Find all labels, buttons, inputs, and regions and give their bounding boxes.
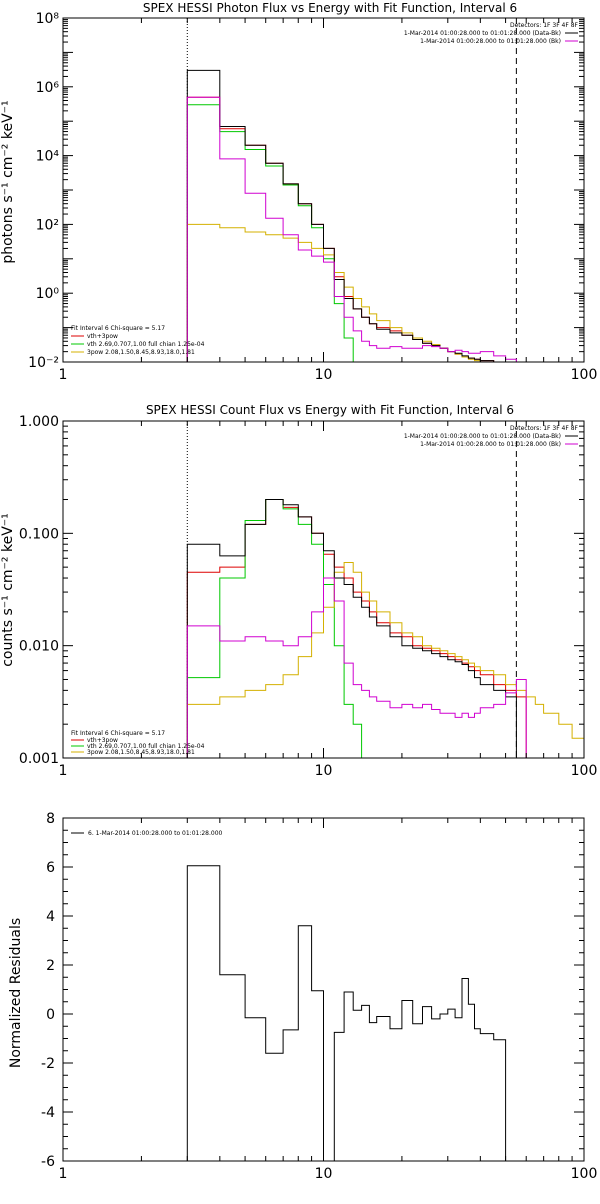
x-tick-label: 10 xyxy=(315,763,333,779)
y-tick-label: 0.001 xyxy=(19,751,59,767)
y-tick-label: 1.000 xyxy=(19,414,59,430)
panel1-legend-detectors: Detectors: 1F 3F 4F 8F xyxy=(510,22,579,29)
panel2-fit-vth: vth 2.69,0.707,1.00 full chian 1.25e-04 xyxy=(87,743,205,750)
y-tick-label: 10⁴ xyxy=(36,149,60,165)
panel2-fit-header: Fit Interval 6 Chi-square = 5.17 xyxy=(71,730,165,737)
y-tick-label: 0.010 xyxy=(19,639,59,655)
y-tick-label: 4 xyxy=(46,909,55,925)
y-tick-label: 10⁰ xyxy=(36,286,60,302)
panel3-ylabel: Normalized Residuals xyxy=(8,918,24,1068)
panel-photon-flux: SPEX HESSI Photon Flux vs Energy with Fi… xyxy=(0,1,597,383)
series-total xyxy=(186,96,507,362)
y-tick-label: -6 xyxy=(41,1154,55,1170)
x-tick-label: 10 xyxy=(315,1166,333,1182)
panel3-legend: 6. 1-Mar-2014 01:00:28.000 to 01:01:28.0… xyxy=(88,830,223,837)
y-tick-label: 10² xyxy=(36,217,59,233)
panel2-frame xyxy=(62,420,585,759)
x-tick-label: 1 xyxy=(59,367,68,383)
x-tick-label: 10 xyxy=(315,367,333,383)
y-tick-label: 2 xyxy=(46,958,55,974)
panel2-legend-databk: 1-Mar-2014 01:00:28.000 to 01:01:28.000 … xyxy=(404,433,561,440)
y-tick-label: 0 xyxy=(46,1007,55,1023)
y-tick-label: 10⁻² xyxy=(28,355,59,371)
series-total xyxy=(186,499,527,758)
series-residuals xyxy=(186,865,507,1161)
x-tick-label: 100 xyxy=(571,367,598,383)
panel1-title: SPEX HESSI Photon Flux vs Energy with Fi… xyxy=(143,1,517,15)
series-bk xyxy=(186,96,517,362)
series-vth xyxy=(186,104,363,362)
panel3-frame xyxy=(62,817,585,1162)
panel2-ylabel: counts s⁻¹ cm⁻² keV⁻¹ xyxy=(0,513,16,667)
panel-residuals: Normalized Residuals 1 10 100 -6 -4 -2 0 2 4 6 8 6… xyxy=(8,811,597,1182)
panel1-frame xyxy=(62,17,585,363)
y-tick-label: 6 xyxy=(46,860,55,876)
y-tick-label: 10⁸ xyxy=(36,11,60,27)
panel-count-flux: SPEX HESSI Count Flux vs Energy with Fit… xyxy=(0,403,597,779)
panel2-fit-total: vth+3pow xyxy=(87,737,118,744)
panel1-fit-vth: vth 2.69,0.707,1.00 full chian 1.25e-04 xyxy=(87,341,205,348)
x-tick-label: 1 xyxy=(59,1166,68,1182)
x-tick-label: 1 xyxy=(59,763,68,779)
panel1-ylabel: photons s⁻¹ cm⁻² keV⁻¹ xyxy=(0,100,16,263)
y-tick-label: 0.100 xyxy=(19,526,59,542)
panel2-fit-pow: 3pow 2.08,1.50,8.45,8.93,18.0,1.81 xyxy=(87,749,195,756)
panel1-fit-total: vth+3pow xyxy=(87,333,118,340)
x-tick-label: 100 xyxy=(571,763,598,779)
series-data xyxy=(186,499,517,758)
y-tick-label: 10⁶ xyxy=(36,80,60,96)
series-data xyxy=(186,69,517,362)
x-tick-label: 100 xyxy=(571,1166,598,1182)
series-pow xyxy=(186,223,527,362)
panel2-legend-bk: 1-Mar-2014 01:00:28.000 to 01:01:28.000 … xyxy=(420,441,561,448)
series-vth xyxy=(186,499,370,758)
y-tick-label: 8 xyxy=(46,811,55,827)
y-tick-label: -2 xyxy=(41,1056,55,1072)
series-pow xyxy=(186,562,584,758)
panel1-fit-pow: 3pow 2.08,1.50,8.45,8.93,18.0,1.81 xyxy=(87,349,195,356)
series-bk xyxy=(186,577,527,758)
panel2-title: SPEX HESSI Count Flux vs Energy with Fit… xyxy=(146,403,514,417)
panel1-legend-bk: 1-Mar-2014 01:00:28.000 to 01:01:28.000 … xyxy=(420,38,561,45)
panel2-legend-detectors: Detectors: 1F 3F 4F 8F xyxy=(510,425,579,432)
y-tick-label: -4 xyxy=(41,1105,55,1121)
panel1-legend-databk: 1-Mar-2014 01:00:28.000 to 01:01:28.000 … xyxy=(404,30,561,37)
panel1-fit-header: Fit Interval 6 Chi-square = 5.17 xyxy=(71,325,165,332)
